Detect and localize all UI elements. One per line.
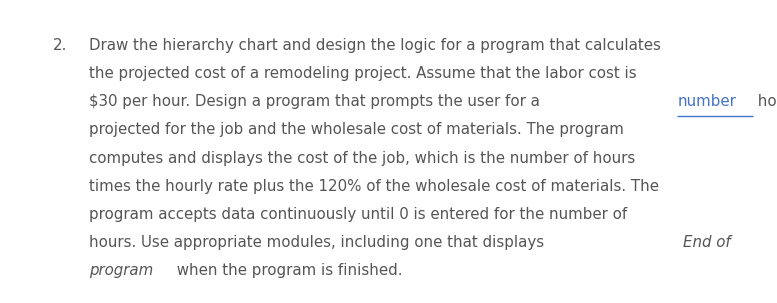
Text: hours: hours (753, 94, 777, 109)
Text: number: number (678, 94, 736, 109)
Text: hours. Use appropriate modules, including one that displays: hours. Use appropriate modules, includin… (89, 235, 549, 250)
Text: when the program is finished.: when the program is finished. (172, 263, 402, 278)
Text: program accepts data continuously until 0 is entered for the number of: program accepts data continuously until … (89, 207, 628, 222)
Text: computes and displays the cost of the job, which is the number of hours: computes and displays the cost of the jo… (89, 151, 636, 166)
Text: projected for the job and the wholesale cost of materials. The program: projected for the job and the wholesale … (89, 122, 624, 138)
Text: times the hourly rate plus the 120% of the wholesale cost of materials. The: times the hourly rate plus the 120% of t… (89, 179, 660, 194)
Text: the projected cost of a remodeling project. Assume that the labor cost is: the projected cost of a remodeling proje… (89, 66, 637, 81)
Text: End of: End of (683, 235, 730, 250)
Text: $30 per hour. Design a program that prompts the user for a: $30 per hour. Design a program that prom… (89, 94, 545, 109)
Text: Draw the hierarchy chart and design the logic for a program that calculates: Draw the hierarchy chart and design the … (89, 38, 661, 53)
Text: program: program (89, 263, 154, 278)
Text: 2.: 2. (53, 38, 68, 53)
